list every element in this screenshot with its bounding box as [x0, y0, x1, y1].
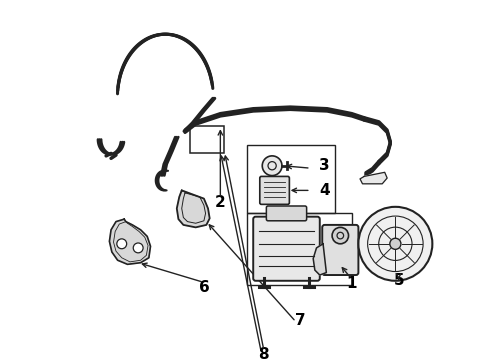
FancyBboxPatch shape: [253, 217, 320, 281]
Text: 4: 4: [319, 183, 330, 198]
Circle shape: [332, 228, 348, 244]
Circle shape: [262, 156, 282, 176]
Polygon shape: [360, 172, 387, 184]
FancyBboxPatch shape: [260, 176, 290, 204]
FancyBboxPatch shape: [322, 225, 358, 275]
Text: 5: 5: [393, 273, 404, 288]
Bar: [247, 145, 335, 213]
Polygon shape: [177, 190, 210, 228]
Polygon shape: [313, 244, 326, 275]
FancyBboxPatch shape: [267, 206, 307, 221]
Bar: [247, 213, 352, 285]
Text: 8: 8: [259, 347, 269, 360]
Circle shape: [133, 243, 143, 253]
Text: 1: 1: [346, 276, 357, 291]
Text: 2: 2: [215, 195, 226, 210]
Circle shape: [358, 207, 432, 281]
Bar: [190, 126, 224, 153]
Text: 3: 3: [319, 158, 330, 173]
Circle shape: [390, 238, 401, 249]
Polygon shape: [109, 219, 150, 264]
Circle shape: [117, 239, 127, 249]
Text: 7: 7: [295, 313, 305, 328]
Text: 6: 6: [198, 280, 209, 295]
